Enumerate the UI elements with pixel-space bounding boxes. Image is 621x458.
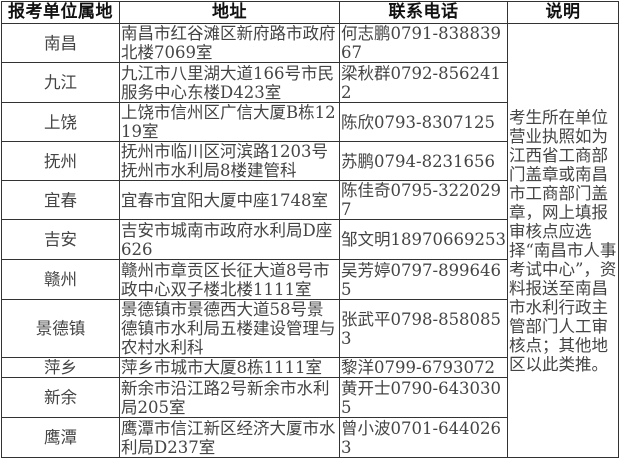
contact-cell: 黎洋0799-6793072	[339, 357, 508, 378]
address-cell: 景德镇市景德西大道58号景德镇市水利局五楼建设管理与农村水利科	[119, 299, 340, 358]
table-row: 上饶 上饶市信州区广信大厦B栋1219室 陈欣0793-8307125	[1, 102, 619, 142]
table-row: 南昌 南昌市红谷滩区新府路市政府北楼7069室 何志鹏0791-83883967 考生…	[1, 23, 619, 458]
address-cell: 上饶市信州区广信大厦B栋1219室	[119, 102, 340, 142]
contact-cell: 苏鹏0794-8231656	[339, 141, 508, 181]
header-address: 地址	[119, 1, 340, 24]
city-cell: 新余	[1, 377, 120, 418]
city-cell: 南昌	[1, 23, 120, 63]
city-cell: 景德镇	[1, 299, 120, 358]
city-cell: 九江	[1, 62, 120, 103]
address-cell: 萍乡市城市大厦8栋1111室	[119, 357, 340, 378]
address-cell: 新余市沿江路2号新余市水利局205室	[119, 377, 340, 418]
contact-cell: 黄开士0790-6430305	[339, 377, 508, 418]
table-row: 赣州 赣州市章贡区长征大道8号市政中心双子楼北楼1111室 吴芳婷0797-8996…	[1, 259, 619, 300]
address-cell: 南昌市红谷滩区新府路市政府北楼7069室	[119, 23, 340, 63]
header-phone: 联系电话	[339, 1, 508, 24]
address-cell: 赣州市章贡区长征大道8号市政中心双子楼北楼1111室	[119, 259, 340, 300]
table-row: 抚州 抚州市临川区河滨路1203号抚州市水利局8楼建管科 苏鹏0794-823165…	[1, 141, 619, 181]
header-region: 报考单位属地	[1, 1, 120, 24]
contact-cell: 陈欣0793-8307125	[339, 102, 508, 142]
address-cell: 宜春市宜阳大厦中座1748室	[119, 180, 340, 220]
city-cell: 吉安	[1, 219, 120, 260]
city-cell: 萍乡	[1, 357, 120, 378]
table-row: 九江 九江市八里湖大道166号市民服务中心东楼D423室 梁秋群0792-85624…	[1, 62, 619, 103]
contact-cell: 陈佳奇0795-3220297	[339, 180, 508, 220]
header-row: 报考单位属地 地址 联系电话 说明	[1, 1, 619, 24]
city-cell: 鹰潭	[1, 417, 120, 458]
city-cell: 赣州	[1, 259, 120, 300]
city-cell: 抚州	[1, 141, 120, 181]
table-row: 萍乡 萍乡市城市大厦8栋1111室 黎洋0799-6793072	[1, 357, 619, 378]
table-row: 新余 新余市沿江路2号新余市水利局205室 黄开士0790-6430305	[1, 377, 619, 418]
address-cell: 抚州市临川区河滨路1203号抚州市水利局8楼建管科	[119, 141, 340, 181]
address-cell: 吉安市城南市政府水利局D座626	[119, 219, 340, 260]
table-row: 景德镇 景德镇市景德西大道58号景德镇市水利局五楼建设管理与农村水利科 张武平079…	[1, 299, 619, 358]
city-cell: 宜春	[1, 180, 120, 220]
table-row: 吉安 吉安市城南市政府水利局D座626 邹文明18970669253	[1, 219, 619, 260]
contact-cell: 吴芳婷0797-8996465	[339, 259, 508, 300]
address-cell: 鹰潭市信江新区经济大厦市水利局D237室	[119, 417, 340, 458]
contact-cell: 梁秋群0792-8562412	[339, 62, 508, 103]
note-cell: 考生所在单位营业执照如为江西省工商部门盖章或南昌市工商部门盖章，网上填报审核点应…	[507, 23, 619, 458]
contact-cell: 张武平0798-8580853	[339, 299, 508, 358]
address-cell: 九江市八里湖大道166号市民服务中心东楼D423室	[119, 62, 340, 103]
contact-cell: 邹文明18970669253	[339, 219, 508, 260]
city-cell: 上饶	[1, 102, 120, 142]
contact-cell: 何志鹏0791-83883967	[339, 23, 508, 63]
header-note: 说明	[507, 1, 619, 24]
contact-cell: 曾小波0701-6440263	[339, 417, 508, 458]
